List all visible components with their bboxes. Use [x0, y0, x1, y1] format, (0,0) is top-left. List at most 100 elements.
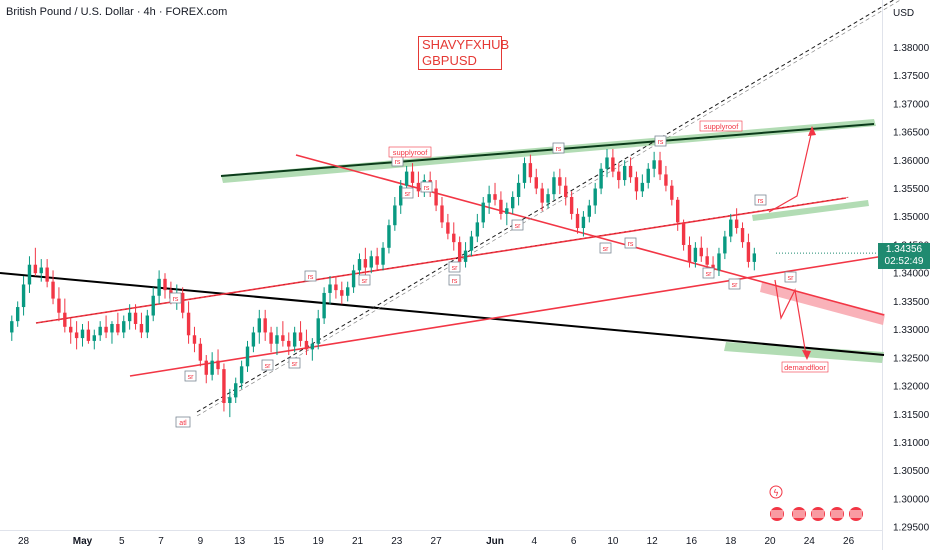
- price-tick-label: 1.31500: [893, 410, 930, 421]
- candle: [39, 259, 43, 282]
- mark-atl: atl: [175, 416, 191, 428]
- bearish-arrow-head: [802, 350, 811, 360]
- candle-body: [92, 335, 96, 341]
- candle-body: [670, 185, 674, 200]
- candle-body: [505, 208, 509, 214]
- candle: [369, 250, 373, 274]
- candle: [416, 171, 421, 197]
- candle-body: [110, 323, 114, 333]
- candle-body: [516, 182, 521, 197]
- candle: [687, 236, 692, 268]
- time-tick-label: 27: [431, 536, 443, 547]
- candle: [363, 247, 368, 277]
- candle: [57, 287, 61, 322]
- candle-body: [717, 253, 721, 271]
- candle: [646, 163, 650, 189]
- candle-body: [57, 298, 61, 313]
- candle: [628, 157, 633, 183]
- price-tick-label: 1.32500: [893, 353, 930, 364]
- candle-body: [310, 343, 315, 350]
- candle-body: [186, 312, 191, 336]
- lightning-icon[interactable]: [769, 485, 783, 499]
- candle-body: [734, 219, 739, 229]
- candle-body: [157, 278, 161, 296]
- candle: [357, 253, 362, 279]
- candle-body: [210, 360, 214, 375]
- time-axis[interactable]: 28 May 5 7 9 13 15 19 21 23 27 Jun 4 6 10 12 16 18 20 24 26: [18, 536, 855, 547]
- bullish-arrow-head: [808, 126, 816, 136]
- svg-text:sr: sr: [292, 361, 299, 368]
- svg-text:supplyroof: supplyroof: [704, 122, 740, 131]
- candle: [487, 185, 491, 214]
- price-tick-label: 1.30000: [893, 494, 930, 505]
- candle: [263, 309, 267, 341]
- mark-sr: sr: [261, 359, 274, 371]
- channel-dotted-guide: [35, 196, 851, 324]
- price-tick-label: 1.29500: [893, 523, 930, 534]
- svg-text:sr: sr: [265, 363, 272, 370]
- candle: [228, 388, 232, 418]
- time-tick-label: 18: [725, 536, 737, 547]
- candle-body: [440, 205, 444, 223]
- candle: [222, 363, 226, 412]
- candle-body: [611, 157, 615, 172]
- time-tick-label: 26: [843, 536, 855, 547]
- candle-body: [27, 264, 32, 285]
- time-tick-label: 23: [391, 536, 403, 547]
- candle: [558, 168, 562, 195]
- candle: [705, 247, 709, 271]
- candle: [316, 309, 320, 350]
- candle-body: [381, 247, 385, 265]
- candle: [310, 338, 315, 361]
- candle: [345, 281, 350, 302]
- candle: [51, 270, 55, 305]
- candle-body: [634, 177, 639, 192]
- symbol-title[interactable]: British Pound / U.S. Dollar · 4h · FOREX…: [6, 6, 228, 18]
- price-axis[interactable]: 1.29500 1.30000 1.30500 1.31000 1.31500 1.320…: [893, 43, 930, 534]
- svg-text:rs: rs: [395, 159, 401, 166]
- candle-body: [510, 196, 515, 209]
- watermark-line-1: SHAVYFXHUB: [422, 37, 510, 52]
- mark-sr: sr: [358, 274, 371, 286]
- currency-label[interactable]: USD: [893, 8, 915, 19]
- candle: [80, 323, 85, 347]
- candle: [717, 247, 721, 277]
- candle: [98, 321, 102, 341]
- candle: [351, 264, 356, 293]
- svg-text:sr: sr: [732, 282, 739, 289]
- price-tick-label: 1.38000: [893, 43, 930, 54]
- candle-body: [216, 360, 220, 370]
- candle: [469, 230, 474, 257]
- candle-body: [245, 346, 250, 367]
- candle-body: [298, 332, 303, 341]
- candle-body: [281, 335, 285, 341]
- time-tick-label: 9: [198, 536, 204, 547]
- candle: [640, 174, 645, 197]
- mark-rs: rs: [552, 142, 565, 154]
- candle-body: [139, 323, 144, 333]
- candle-body: [469, 236, 474, 251]
- price-tick-label: 1.37000: [893, 99, 930, 110]
- candle: [617, 163, 621, 189]
- candle: [86, 321, 91, 344]
- candle: [434, 180, 438, 212]
- svg-text:supplyroof: supplyroof: [393, 148, 429, 157]
- label-supplyroof: supplyroof: [388, 146, 432, 158]
- candle-body: [251, 332, 256, 347]
- candle: [587, 199, 592, 223]
- annotation-marks-layer: sr sr sr atl rs rs sr rs sr rs sr rs sr …: [169, 120, 829, 428]
- minor-supply-zone: [752, 200, 869, 221]
- time-tick-label: 28: [18, 536, 30, 547]
- mark-rs: rs: [304, 270, 317, 282]
- candle-body: [681, 222, 686, 245]
- candle-body: [658, 160, 662, 175]
- candle: [104, 315, 108, 339]
- candle-body: [457, 242, 462, 262]
- candle: [410, 163, 415, 192]
- candle-body: [528, 163, 533, 178]
- time-tick-label: 20: [764, 536, 776, 547]
- mark-sr: sr: [728, 278, 741, 290]
- mark-sr: sr: [702, 267, 715, 279]
- candle: [45, 259, 49, 288]
